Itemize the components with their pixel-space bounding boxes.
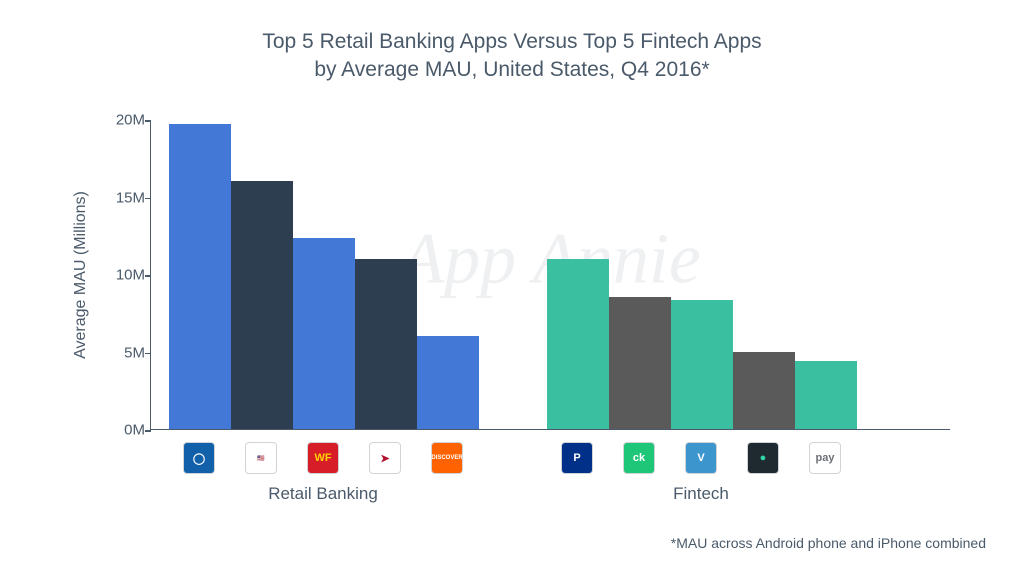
y-tick-label: 10M <box>101 267 145 284</box>
y-tick-label: 15M <box>101 189 145 206</box>
title-line-2: by Average MAU, United States, Q4 2016* <box>314 58 709 81</box>
title-line-1: Top 5 Retail Banking Apps Versus Top 5 F… <box>262 30 761 53</box>
bar-chase <box>169 124 231 429</box>
androidpay-icon: pay <box>809 442 841 474</box>
bar-bofa <box>231 181 293 429</box>
mint-icon: ● <box>747 442 779 474</box>
creditkarma-icon: ck <box>623 442 655 474</box>
venmo-icon: V <box>685 442 717 474</box>
y-tick-mark <box>145 198 151 200</box>
y-axis-label: Average MAU (Millions) <box>72 191 90 359</box>
y-tick-mark <box>145 275 151 277</box>
bar-paypal <box>547 259 609 430</box>
bar-androidpay <box>795 361 857 429</box>
chart-title: Top 5 Retail Banking Apps Versus Top 5 F… <box>0 0 1024 85</box>
y-tick-mark <box>145 353 151 355</box>
plot-area: App Annie Average MAU (Millions) 0M5M10M… <box>150 120 950 430</box>
footnote: *MAU across Android phone and iPhone com… <box>671 535 986 551</box>
bar-wellsfargo <box>293 238 355 429</box>
paypal-icon: P <box>561 442 593 474</box>
bar-discover <box>417 336 479 429</box>
bar-mint <box>733 352 795 430</box>
y-tick-mark <box>145 120 151 122</box>
capitalone-icon: ➤ <box>369 442 401 474</box>
y-tick-label: 20M <box>101 112 145 129</box>
group-label-0: Retail Banking <box>268 484 378 504</box>
y-tick-mark <box>145 430 151 432</box>
y-tick-label: 5M <box>101 344 145 361</box>
chase-icon: ◯ <box>183 442 215 474</box>
bar-creditkarma <box>609 297 671 429</box>
x-axis-icons: ◯ 🇺🇸 WF ➤ DISCOVER Pck V ● pay <box>150 440 950 480</box>
group-label-1: Fintech <box>673 484 729 504</box>
bofa-icon: 🇺🇸 <box>245 442 277 474</box>
y-tick-label: 0M <box>101 422 145 439</box>
wellsfargo-icon: WF <box>307 442 339 474</box>
bar-venmo <box>671 300 733 429</box>
bar-capitalone <box>355 259 417 430</box>
discover-icon: DISCOVER <box>431 442 463 474</box>
chart: App Annie Average MAU (Millions) 0M5M10M… <box>110 120 950 470</box>
